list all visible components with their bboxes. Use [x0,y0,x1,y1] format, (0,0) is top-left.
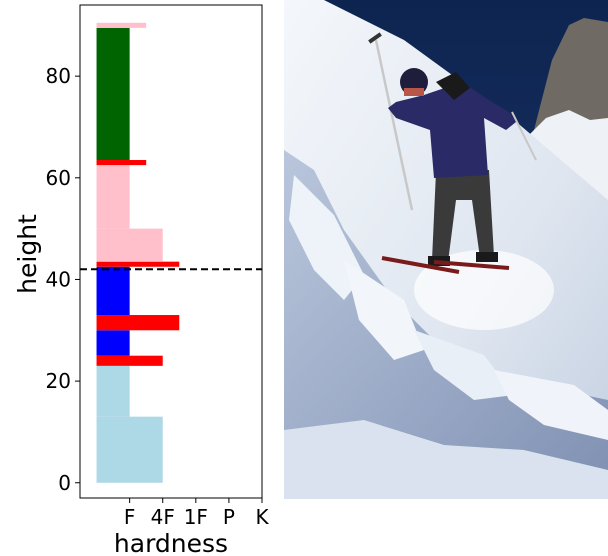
x-tick-label: K [255,505,269,529]
layer-bar-2 [96,355,163,366]
slab-block-1 [289,175,364,300]
y-axis-title: height [13,214,42,294]
layer-bar-0 [96,416,163,483]
x-axis-ticks: F 4F 1F P K [124,498,269,529]
layer-bar-5 [96,266,130,316]
photo-illustration [284,0,608,499]
skier [368,32,537,274]
layer-bar-7 [96,228,163,262]
x-tick-label: F [124,505,136,529]
x-tick-label: P [223,505,235,529]
plot-frame [79,4,263,499]
layer-bar-4 [96,315,180,331]
layer-bar-10 [96,27,130,161]
x-tick-label: 4F [151,505,175,529]
slab-block-4 [494,370,608,440]
layer-bar-9 [96,160,147,166]
layer-bar-1 [96,365,130,417]
y-tick-label: 40 [46,267,71,291]
slab-block-2 [344,260,424,360]
layer-bar-6 [96,261,180,267]
x-tick-label: 1F [184,505,208,529]
layer-bar-8 [96,165,130,229]
debris [284,420,608,499]
y-tick-label: 0 [58,471,71,495]
x-axis-title: hardness [114,529,228,556]
y-tick-label: 20 [46,369,71,393]
y-tick-label: 80 [46,64,71,88]
slab-block-3 [414,330,514,400]
y-axis-ticks: 0 20 40 60 80 [46,64,80,495]
layer-bar-3 [96,330,130,356]
y-tick-label: 60 [46,166,71,190]
avalanche-skier-photo [284,0,608,499]
hardness-bars [96,22,180,483]
layer-bar-11 [96,22,147,28]
snow-profile-chart: 0 20 40 60 80 F 4F 1F P K hardness height [13,4,269,556]
